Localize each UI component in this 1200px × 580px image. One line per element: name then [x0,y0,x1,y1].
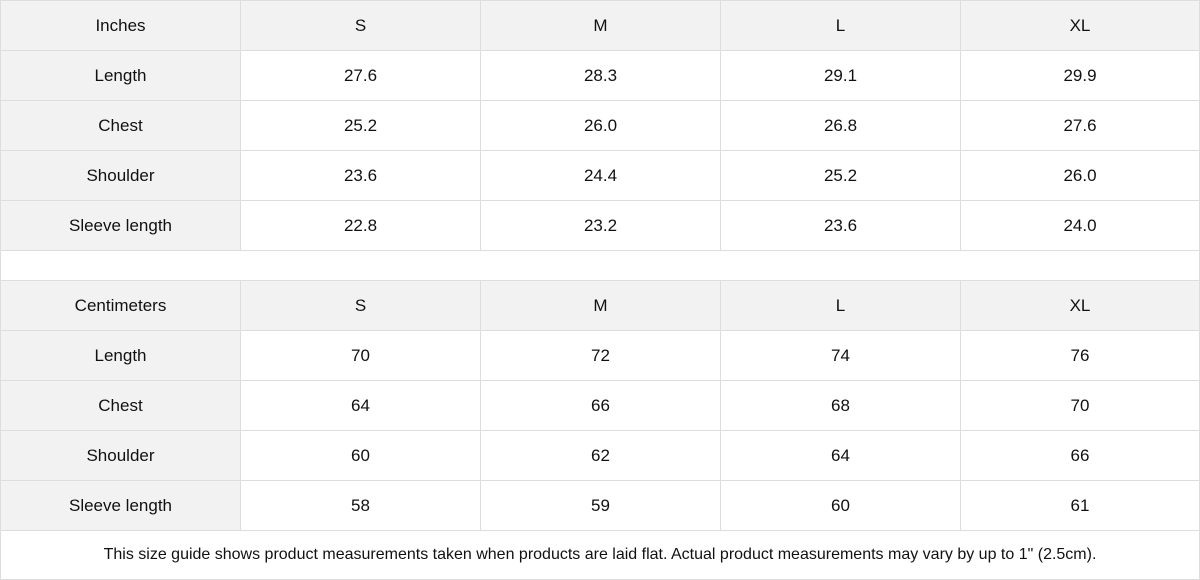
size-header: XL [961,1,1199,51]
inches-table: Inches S M L XL Length 27.6 28.3 29.1 29.9 Chest 25… [1,1,1199,251]
table-cell: 28.3 [481,51,721,101]
row-label: Sleeve length [1,201,241,251]
table-cell: 62 [481,431,721,481]
table-cell: 76 [961,331,1199,381]
table-cell: 23.6 [721,201,961,251]
centimeters-table: Centimeters S M L XL Length 70 72 74 76 Chest 64 66 6… [1,281,1199,531]
row-label: Chest [1,381,241,431]
table-cell: 58 [241,481,481,531]
table-cell: 59 [481,481,721,531]
table-cell: 26.0 [481,101,721,151]
size-header: L [721,281,961,331]
size-header: M [481,281,721,331]
row-label: Chest [1,101,241,151]
row-label: Shoulder [1,431,241,481]
table-cell: 64 [721,431,961,481]
row-label: Shoulder [1,151,241,201]
size-header: L [721,1,961,51]
table-cell: 64 [241,381,481,431]
table-cell: 66 [481,381,721,431]
table-cell: 25.2 [241,101,481,151]
row-label: Sleeve length [1,481,241,531]
size-header: M [481,1,721,51]
table-cell: 29.1 [721,51,961,101]
table-cell: 60 [241,431,481,481]
table-cell: 23.2 [481,201,721,251]
table-cell: 61 [961,481,1199,531]
table-cell: 74 [721,331,961,381]
table-cell: 70 [961,381,1199,431]
row-label: Length [1,51,241,101]
table-cell: 26.8 [721,101,961,151]
table-cell: 70 [241,331,481,381]
table-cell: 68 [721,381,961,431]
unit-header: Centimeters [1,281,241,331]
size-header: S [241,1,481,51]
size-header: XL [961,281,1199,331]
table-cell: 66 [961,431,1199,481]
table-cell: 25.2 [721,151,961,201]
table-cell: 29.9 [961,51,1199,101]
table-cell: 24.0 [961,201,1199,251]
table-cell: 60 [721,481,961,531]
row-label: Length [1,331,241,381]
table-cell: 24.4 [481,151,721,201]
size-header: S [241,281,481,331]
size-guide-note: This size guide shows product measuremen… [103,546,1097,563]
table-cell: 22.8 [241,201,481,251]
table-spacer [1,251,1199,281]
unit-header: Inches [1,1,241,51]
table-cell: 26.0 [961,151,1199,201]
table-cell: 23.6 [241,151,481,201]
table-cell: 27.6 [961,101,1199,151]
table-cell: 27.6 [241,51,481,101]
table-cell: 72 [481,331,721,381]
